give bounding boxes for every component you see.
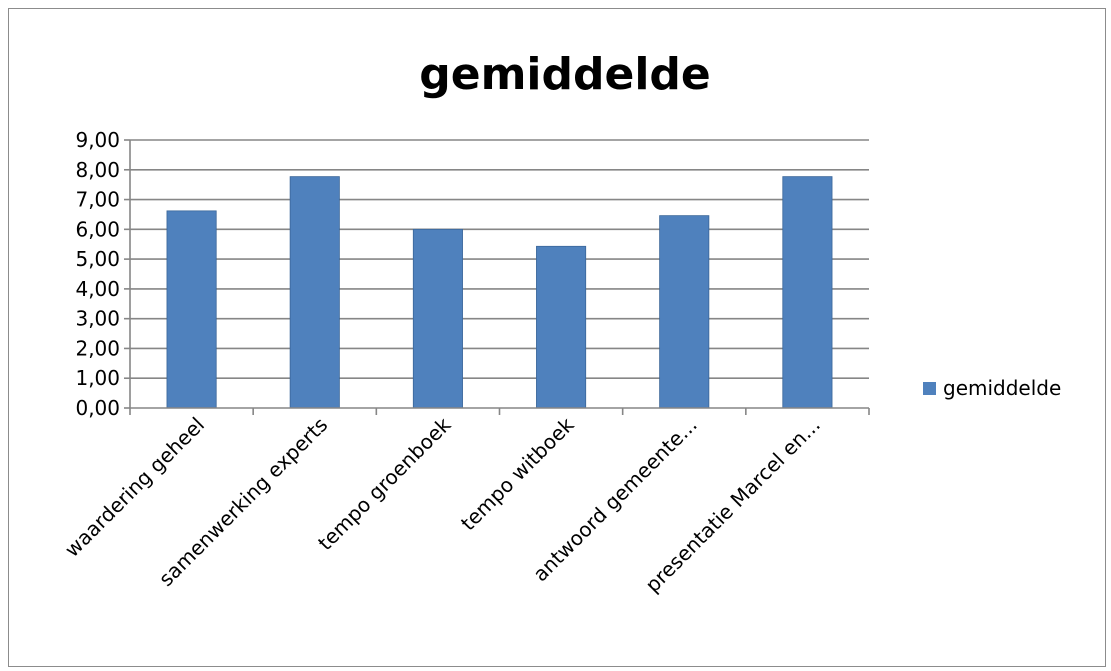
- y-tick-label: 4,00: [75, 277, 120, 301]
- chart-title: gemiddelde: [419, 49, 711, 100]
- y-tick-label: 2,00: [75, 336, 120, 360]
- y-tick-label: 6,00: [75, 217, 120, 241]
- y-tick-label: 8,00: [75, 158, 120, 182]
- y-tick-label: 9,00: [75, 128, 120, 152]
- chart-frame: gemiddelde 0,00 1,00 2,00 3,00 4,00 5,00 6,00 7…: [8, 8, 1106, 667]
- bar: [782, 176, 833, 409]
- y-tick-label: 3,00: [75, 307, 120, 331]
- legend-label: gemiddelde: [943, 376, 1061, 400]
- bar-chart: gemiddelde 0,00 1,00 2,00 3,00 4,00 5,00 6,00 7…: [60, 49, 1061, 597]
- legend-swatch: [923, 382, 936, 395]
- y-tick-label: 0,00: [75, 396, 120, 420]
- bar: [166, 210, 217, 409]
- y-tick-label: 7,00: [75, 188, 120, 212]
- gridlines: [130, 139, 869, 380]
- x-category-label: tempo witboek: [456, 412, 579, 535]
- bars: [166, 176, 833, 409]
- x-category-label: tempo groenboek: [313, 412, 456, 555]
- y-tick-label: 1,00: [75, 366, 120, 390]
- bar: [536, 245, 587, 409]
- x-category-label: waardering geheel: [60, 413, 209, 562]
- bar: [412, 228, 463, 409]
- y-tick-label: 5,00: [75, 247, 120, 271]
- legend: gemiddelde: [923, 376, 1061, 400]
- bar: [289, 176, 340, 409]
- axes: [124, 139, 870, 415]
- y-tick-labels: 0,00 1,00 2,00 3,00 4,00 5,00 6,00 7,00 8,00 9,00: [75, 128, 120, 420]
- bar: [659, 215, 710, 409]
